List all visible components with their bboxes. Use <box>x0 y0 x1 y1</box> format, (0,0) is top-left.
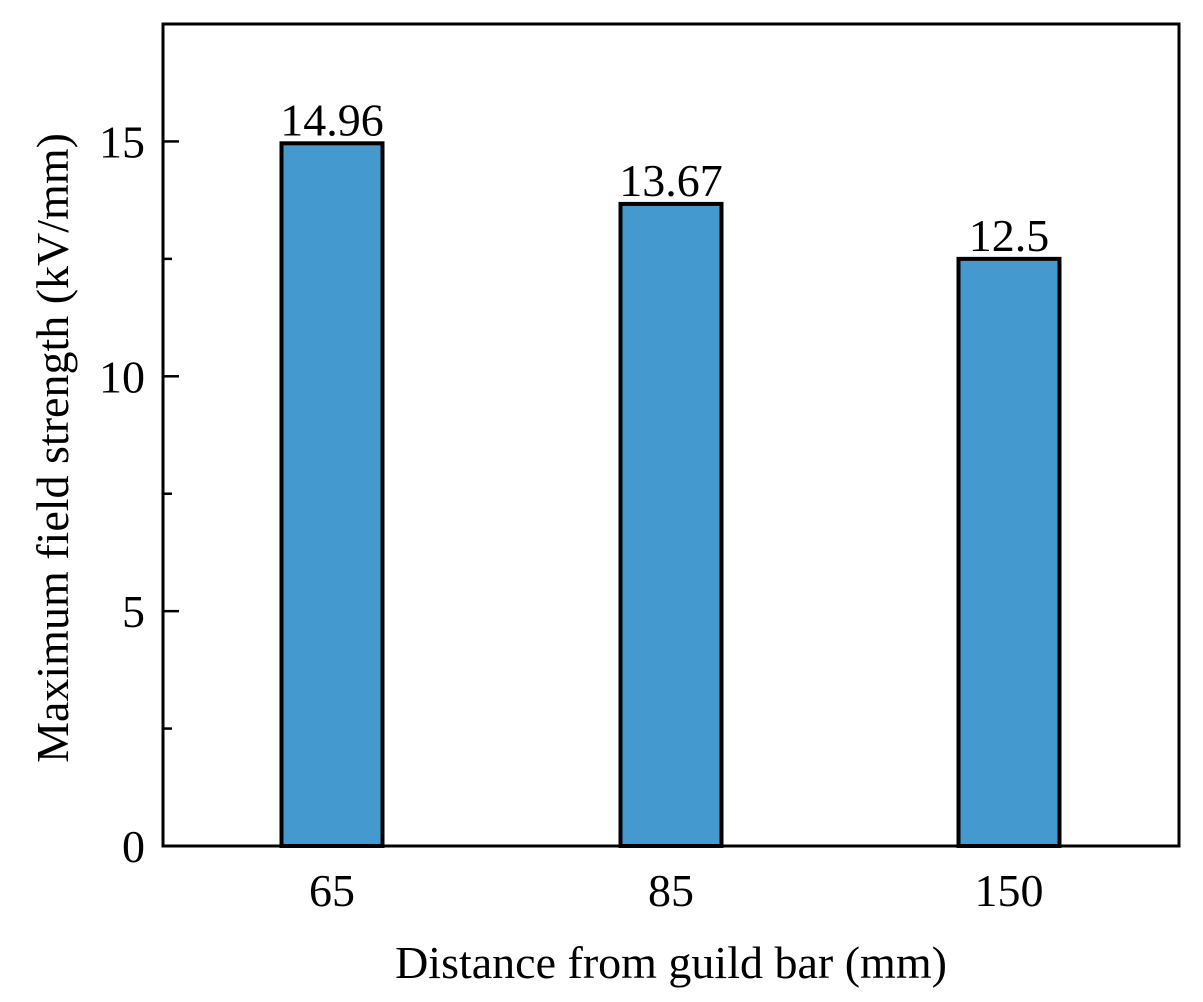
plot-frame <box>161 22 1181 848</box>
y-tick-label-15: 15 <box>99 116 145 167</box>
y-ticks-group <box>163 140 179 848</box>
x-tick-labels-group: 65 85 150 <box>309 865 1044 916</box>
data-labels-group: 14.96 13.67 12.5 <box>280 94 1049 261</box>
x-axis-title: Distance from guild bar (mm) <box>395 937 947 988</box>
bar-65 <box>279 141 385 848</box>
y-axis-title: Maximum field strength (kV/mm) <box>27 133 78 763</box>
bar-150 <box>956 256 1062 849</box>
data-label-150: 12.5 <box>969 210 1050 261</box>
y-tick-label-0: 0 <box>122 821 145 872</box>
data-label-85: 13.67 <box>619 155 723 206</box>
y-tick-label-10: 10 <box>99 351 145 402</box>
x-tick-label-150: 150 <box>975 865 1044 916</box>
bar-85 <box>618 201 724 848</box>
x-tick-label-65: 65 <box>309 865 355 916</box>
y-tick-label-5: 5 <box>122 586 145 637</box>
y-tick-labels-group: 0 5 10 15 <box>99 116 145 872</box>
x-tick-label-85: 85 <box>648 865 694 916</box>
data-label-65: 14.96 <box>280 94 384 145</box>
bars-group <box>279 141 1062 849</box>
